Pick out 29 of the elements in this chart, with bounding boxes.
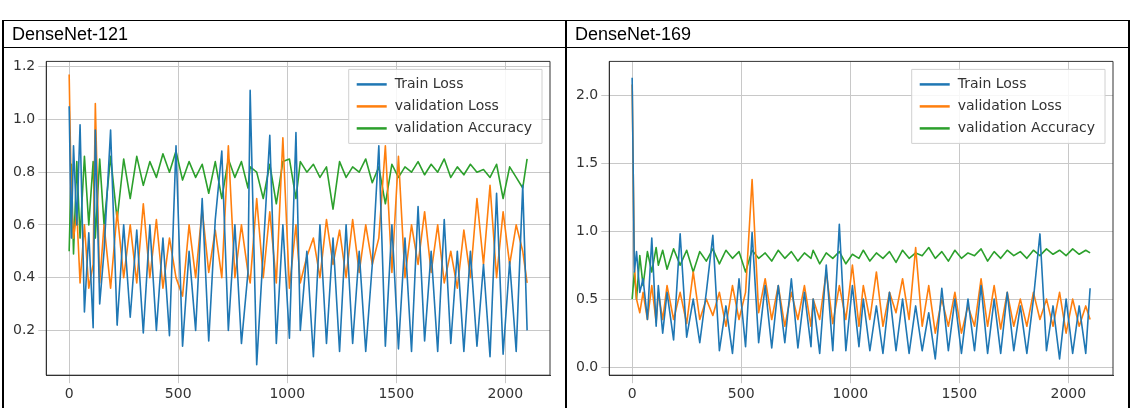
y-tick-label: 2.0 [576, 86, 599, 102]
x-tick-label: 0 [64, 385, 74, 402]
chart-title: DenseNet-121 [4, 21, 565, 48]
y-tick-label: 1.0 [13, 110, 36, 127]
x-tick-label: 2000 [1050, 385, 1087, 402]
x-tick-label: 1000 [832, 385, 869, 402]
y-tick-label: 0.8 [13, 162, 36, 179]
legend-label: Train Loss [393, 75, 464, 92]
x-tick-label: 1000 [269, 385, 306, 402]
x-tick-label: 0 [627, 385, 637, 402]
x-tick-label: 2000 [487, 385, 524, 402]
x-tick-label: 1500 [941, 385, 978, 402]
y-tick-label: 1.2 [13, 57, 36, 74]
x-tick-label: 500 [727, 385, 755, 402]
y-tick-label: 0.2 [13, 321, 36, 338]
y-tick-label: 0.5 [576, 289, 599, 306]
legend-label: validation Accuracy [394, 119, 532, 136]
y-tick-label: 0.0 [576, 357, 599, 374]
y-tick-label: 1.0 [576, 221, 599, 238]
x-tick-label: 1500 [378, 385, 415, 402]
x-tick-label: 500 [164, 385, 192, 402]
y-tick-label: 1.5 [576, 153, 599, 170]
y-tick-label: 0.4 [13, 268, 36, 285]
legend-label: validation Loss [957, 97, 1062, 114]
y-tick-label: 0.6 [13, 215, 36, 232]
legend-label: validation Loss [394, 97, 499, 114]
legend-label: Train Loss [956, 75, 1027, 92]
legend-label: validation Accuracy [957, 119, 1095, 136]
chart-title: DenseNet-169 [567, 21, 1128, 48]
